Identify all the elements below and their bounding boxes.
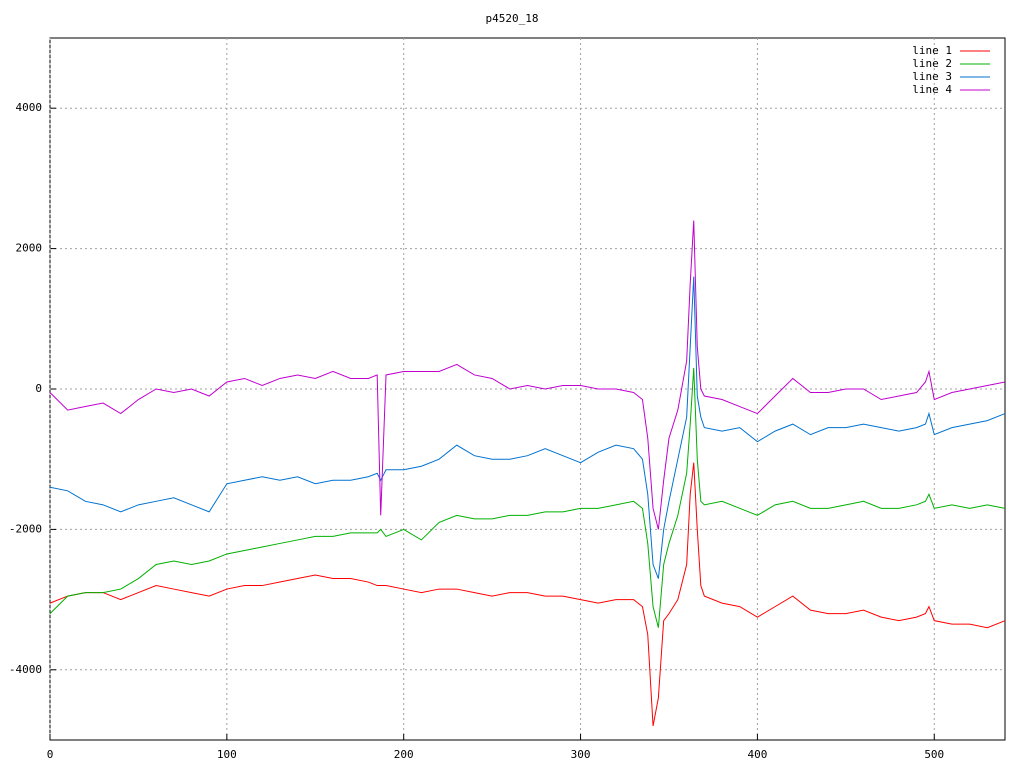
y-tick-label: -4000 [9,663,42,676]
legend-label: line 1 [912,44,952,57]
y-tick-label: 4000 [16,101,43,114]
x-tick-label: 400 [747,748,767,761]
line-series [49,220,1006,530]
y-tick-label: 2000 [16,242,43,255]
line-series [49,276,1006,579]
line-series [49,367,1006,628]
y-tick-label: 0 [35,382,42,395]
x-tick-label: 300 [571,748,591,761]
x-tick-label: 0 [47,748,54,761]
chart-title: p4520_18 [486,12,539,25]
line-series [49,462,1006,727]
y-tick-label: -2000 [9,522,42,535]
x-tick-label: 200 [394,748,414,761]
legend-label: line 3 [912,70,952,83]
x-tick-label: 100 [217,748,237,761]
legend-label: line 2 [912,57,952,70]
legend-label: line 4 [912,83,952,96]
x-tick-label: 500 [924,748,944,761]
